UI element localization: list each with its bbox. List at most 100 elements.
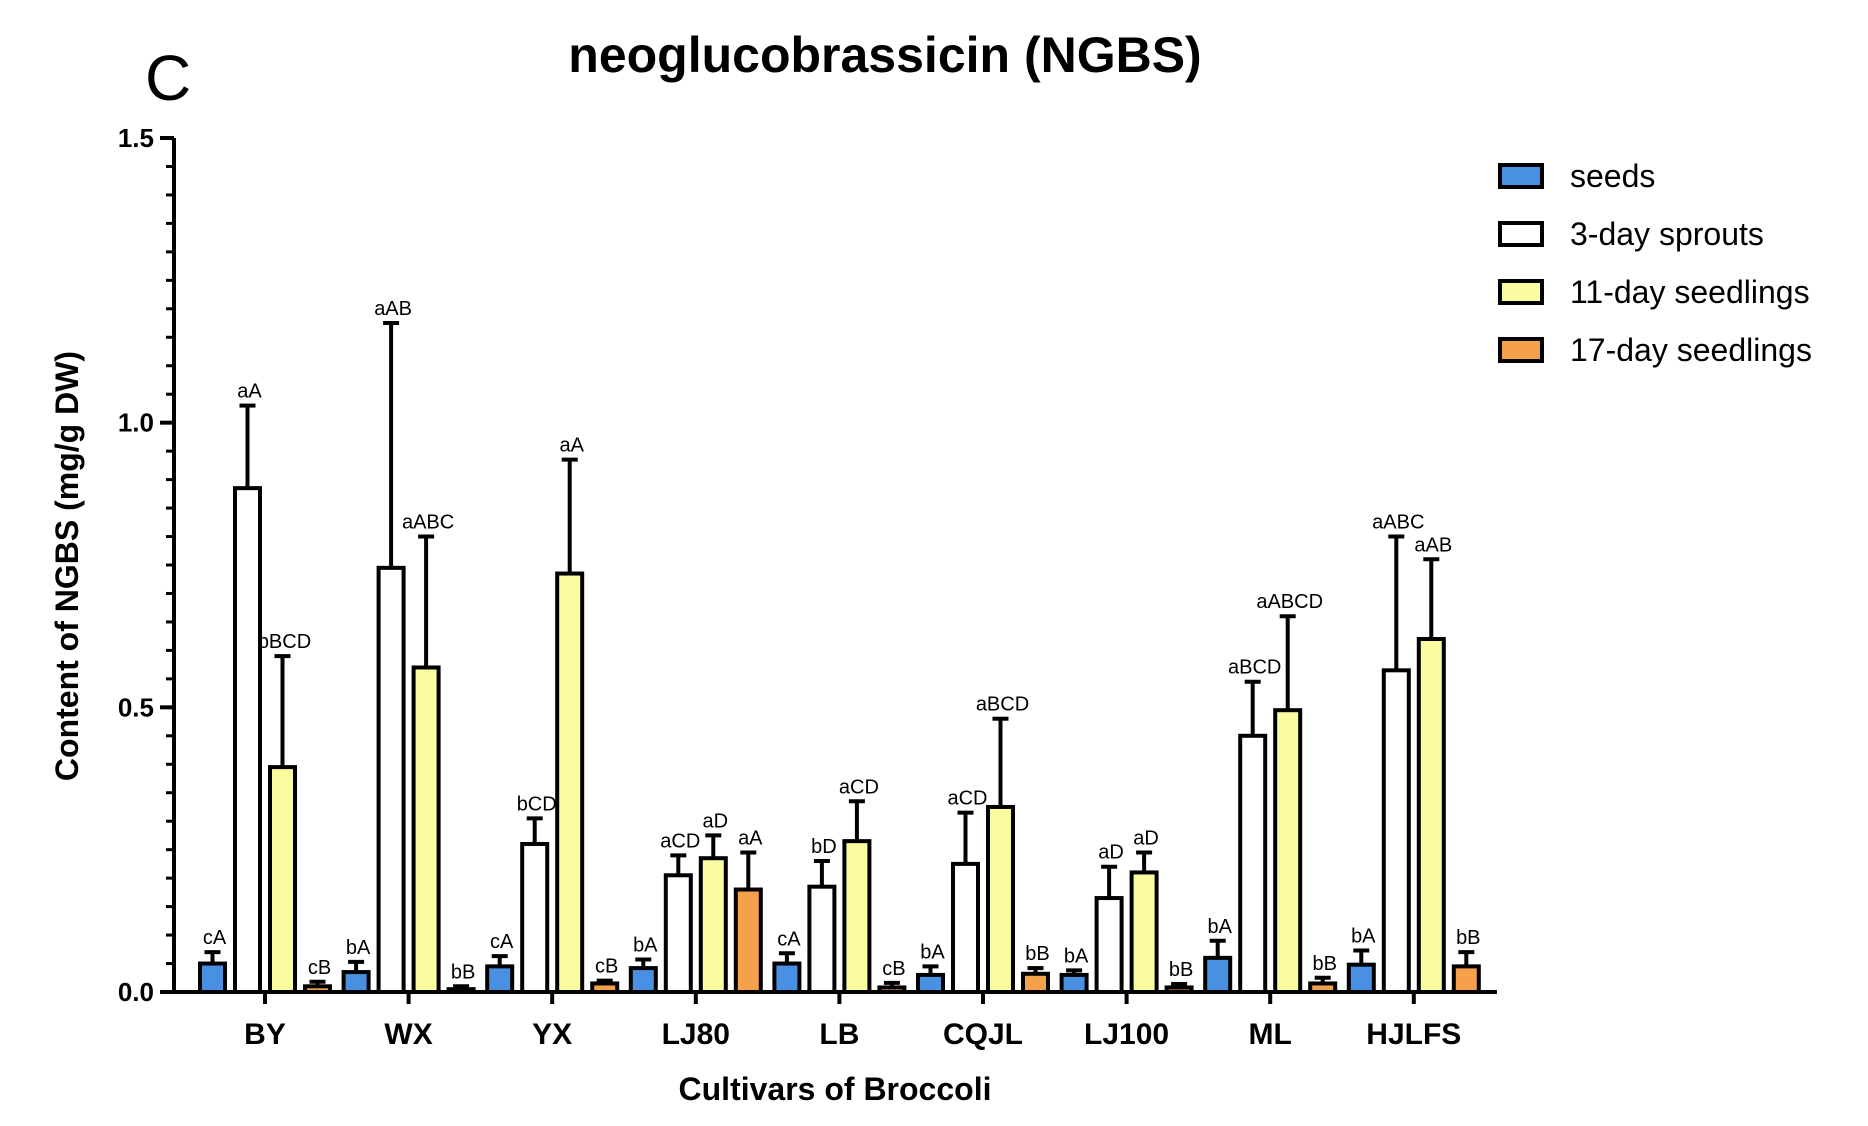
bar-cqjl-2 — [986, 804, 1015, 995]
significance-label: bB — [1312, 953, 1336, 975]
y-tick-label: 1.0 — [118, 408, 154, 438]
legend-label: 17-day seedlings — [1570, 332, 1812, 368]
legend-label: 11-day seedlings — [1570, 274, 1810, 310]
significance-label: aA — [237, 381, 262, 403]
bar-yx-3 — [590, 981, 620, 995]
significance-label: aD — [703, 810, 729, 832]
significance-label: bB — [1456, 927, 1480, 949]
bar-cqjl-0 — [916, 972, 945, 994]
significance-label: bB — [1169, 959, 1193, 981]
significance-label: aD — [1098, 842, 1124, 864]
x-tick-label-by: BY — [244, 1018, 286, 1051]
bar-ml-2 — [1273, 708, 1303, 994]
y-axis-label: Content of NGBS (mg/g DW) — [49, 351, 85, 781]
bar-wx-0 — [341, 970, 371, 994]
significance-label: aD — [1133, 828, 1159, 850]
significance-label: bD — [811, 836, 837, 858]
bar-hjlfs-3 — [1451, 964, 1481, 995]
significance-label: cB — [595, 956, 618, 978]
plot-area: 0.00.51.01.5BYcAaAbBCDcBWXbAaABaABCbBYXc… — [118, 123, 1497, 1051]
significance-label: aCD — [947, 788, 987, 810]
x-tick-label-yx: YX — [532, 1018, 572, 1051]
y-tick-label: 1.5 — [118, 123, 154, 153]
bar-ml-0 — [1203, 955, 1233, 995]
significance-label: bBCD — [258, 631, 311, 653]
legend: seeds 3-day sprouts 11-day seedlings 17-day… — [1498, 158, 1812, 368]
x-tick-label-lj80: LJ80 — [662, 1018, 730, 1051]
significance-label: aBCD — [976, 694, 1029, 716]
significance-label: bA — [920, 941, 945, 963]
significance-label: bA — [1207, 916, 1232, 938]
bar-lj100-0 — [1059, 972, 1089, 994]
bar-wx-1 — [376, 565, 406, 994]
x-tick-label-lj100: LJ100 — [1084, 1018, 1169, 1051]
bar-wx-2 — [411, 665, 441, 994]
legend-swatch — [1498, 279, 1544, 305]
bar-lj100-1 — [1094, 896, 1124, 994]
bar-lj80-1 — [663, 873, 693, 995]
bar-hjlfs-2 — [1416, 637, 1446, 994]
significance-label: aABCD — [1256, 591, 1323, 613]
significance-label: aABC — [1372, 512, 1424, 534]
bar-ml-3 — [1308, 981, 1338, 995]
bar-by-0 — [198, 961, 227, 994]
bar-by-3 — [303, 984, 332, 994]
bar-lb-2 — [842, 839, 872, 994]
bar-lj100-3 — [1164, 985, 1194, 994]
legend-label: 3-day sprouts — [1570, 216, 1764, 252]
significance-label: aCD — [839, 776, 879, 798]
significance-label: bA — [1351, 925, 1376, 947]
significance-label: aABC — [402, 512, 454, 534]
significance-label: bB — [1025, 943, 1049, 965]
significance-label: cB — [308, 957, 331, 979]
bar-lb-3 — [877, 985, 907, 994]
legend-swatch — [1498, 337, 1544, 363]
x-tick-label-lb: LB — [819, 1018, 859, 1051]
legend-swatch — [1498, 221, 1544, 247]
significance-label: cB — [882, 958, 905, 980]
significance-label: cA — [777, 928, 801, 950]
significance-label: aBCD — [1228, 657, 1281, 679]
y-tick-label: 0.0 — [118, 977, 154, 1007]
bar-yx-1 — [520, 841, 550, 994]
bar-wx-3 — [446, 987, 476, 994]
y-tick-label: 0.5 — [118, 692, 154, 722]
chart-title: neoglucobrassicin (NGBS) — [568, 27, 1201, 83]
panel-letter: C — [145, 42, 191, 114]
bar-lj80-3 — [733, 887, 763, 995]
bar-yx-2 — [555, 571, 585, 994]
significance-label: bA — [633, 935, 658, 957]
bar-hjlfs-1 — [1381, 668, 1411, 994]
significance-label: aCD — [660, 830, 700, 852]
bar-by-2 — [268, 765, 297, 995]
significance-label: cA — [203, 927, 227, 949]
significance-label: aAB — [1414, 534, 1452, 556]
bar-hjlfs-0 — [1346, 962, 1376, 994]
significance-label: aA — [559, 435, 584, 457]
bar-ml-1 — [1238, 733, 1268, 994]
bar-lj80-0 — [628, 966, 658, 995]
significance-label: cA — [490, 931, 514, 953]
bar-cqjl-3 — [1021, 971, 1050, 994]
x-tick-label-hjlfs: HJLFS — [1366, 1018, 1461, 1051]
x-tick-label-wx: WX — [384, 1018, 432, 1051]
legend-label: seeds — [1570, 158, 1655, 194]
bar-lj100-2 — [1129, 870, 1159, 994]
significance-label: aAB — [374, 298, 412, 320]
x-tick-label-ml: ML — [1249, 1018, 1292, 1051]
significance-label: bB — [451, 961, 475, 983]
bar-lj80-2 — [698, 856, 728, 994]
bar-yx-0 — [485, 964, 515, 995]
significance-label: aA — [738, 828, 763, 850]
legend-swatch — [1498, 163, 1544, 189]
x-axis-label: Cultivars of Broccoli — [679, 1071, 992, 1107]
bar-lb-0 — [772, 961, 802, 994]
bar-cqjl-1 — [951, 861, 980, 995]
bar-lb-1 — [807, 884, 837, 995]
bar-by-1 — [233, 486, 262, 994]
significance-label: bCD — [517, 793, 557, 815]
x-tick-label-cqjl: CQJL — [943, 1018, 1023, 1051]
significance-label: bA — [346, 937, 371, 959]
significance-label: bA — [1064, 945, 1089, 967]
